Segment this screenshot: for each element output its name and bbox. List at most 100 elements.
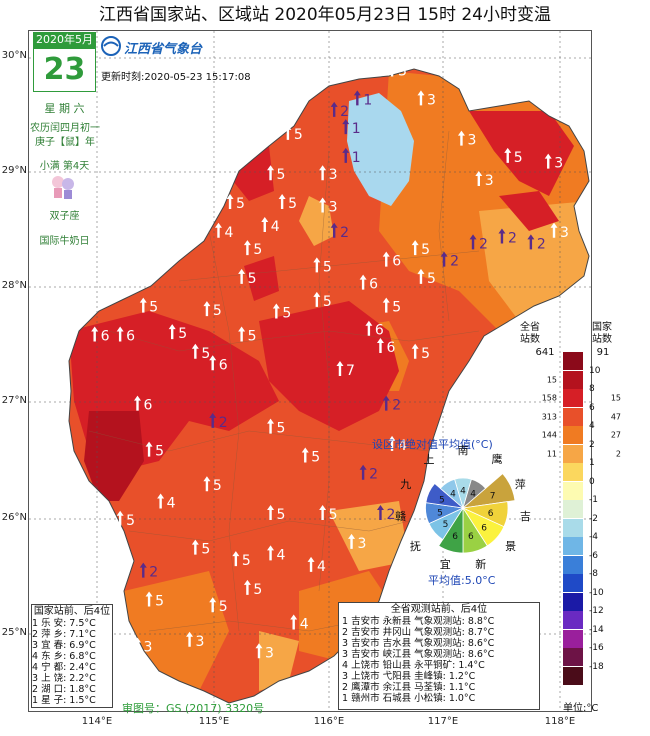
station-value: 5 <box>120 565 129 581</box>
station-marker-67: 5 <box>319 505 338 523</box>
station-value: 6 <box>369 277 378 293</box>
temperature-rise-arrow-icon <box>238 326 246 342</box>
rose-value: 7 <box>490 491 496 501</box>
temperature-rise-arrow-icon <box>267 545 275 561</box>
legend-swatch <box>563 370 583 390</box>
station-value: 5 <box>201 346 210 362</box>
temperature-rise-arrow-icon <box>336 361 344 377</box>
station-value: 4 <box>398 438 407 454</box>
national-table-row: 4 东 乡: 6.8°C <box>32 651 96 662</box>
station-marker-72: 5 <box>145 591 164 609</box>
station-value: 5 <box>277 167 286 183</box>
temperature-rise-arrow-icon <box>110 562 118 578</box>
station-marker-14: 4 <box>214 222 233 241</box>
rose-city-label: 鹰 <box>491 453 503 467</box>
station-marker-50: 7 <box>336 361 355 379</box>
station-value: 3 <box>554 156 563 172</box>
station-marker-74: 5 <box>243 579 262 598</box>
station-marker-3: 6 <box>116 326 135 344</box>
legend-threshold-label: 0 <box>589 476 595 487</box>
temperature-rise-arrow-icon <box>278 194 286 209</box>
station-marker-73: 5 <box>209 597 228 615</box>
station-value: 6 <box>143 398 152 414</box>
station-marker-55: 2 <box>359 464 378 483</box>
temperature-rise-arrow-icon <box>348 533 356 549</box>
national-table-row: 2 萍 乡: 7.1°C <box>32 629 96 640</box>
station-value: 3 <box>427 92 436 108</box>
station-marker-18: 3 <box>319 197 338 215</box>
lat-tick-29: 29°N <box>1 165 27 176</box>
station-value: 5 <box>248 328 257 344</box>
lat-tick-27: 27°N <box>1 395 27 406</box>
calendar-month: 2020年5月 <box>33 32 96 48</box>
station-value: 5 <box>277 421 286 437</box>
station-value: 5 <box>248 271 257 287</box>
station-value: 3 <box>196 634 205 650</box>
rose-title: 设区市绝对值平均值(°C) <box>372 438 493 451</box>
legend-threshold-label: 4 <box>589 421 595 431</box>
temperature-rise-arrow-icon <box>550 222 558 238</box>
legend-national-count: 27 <box>610 430 621 440</box>
station-marker-17: 5 <box>278 194 297 212</box>
temperature-rise-arrow-icon <box>365 320 373 336</box>
station-marker-58: 5 <box>301 447 320 465</box>
temperature-rise-arrow-icon <box>411 343 419 359</box>
legend-national-count: 47 <box>610 412 621 422</box>
legend-threshold-label: -8 <box>589 569 598 579</box>
temperature-rise-arrow-icon <box>417 90 425 106</box>
station-value: 4 <box>224 225 233 241</box>
national-table-row: 3 宜 春: 6.9°C <box>32 640 96 651</box>
temperature-rise-arrow-icon <box>191 539 199 555</box>
station-marker-20: 5 <box>313 257 332 275</box>
station-value: 4 <box>277 547 286 563</box>
calendar-day: 23 <box>33 48 96 92</box>
temperature-rise-arrow-icon <box>469 234 477 250</box>
station-value: 5 <box>178 326 187 342</box>
temperature-rise-arrow-icon <box>157 493 165 509</box>
temperature-rise-arrow-icon <box>168 324 176 340</box>
legend-threshold-label: -14 <box>589 624 604 635</box>
station-marker-43: 2 <box>440 251 459 270</box>
temperature-rise-arrow-icon <box>301 447 309 463</box>
station-value: 5 <box>282 305 291 321</box>
legend-threshold-label: 6 <box>589 402 595 413</box>
station-marker-34: 3 <box>417 90 436 108</box>
temperature-rise-arrow-icon <box>255 643 263 659</box>
station-marker-68: 4 <box>267 545 286 563</box>
station-marker-63: 5 <box>116 510 135 529</box>
lunar-year: 庚子【鼠】年 <box>35 137 95 148</box>
lon-tick-116: 116°E <box>313 716 345 727</box>
temperature-rise-arrow-icon <box>342 147 350 163</box>
station-value: 5 <box>294 127 303 143</box>
rose-value: 5 <box>439 495 445 505</box>
temperature-rise-arrow-icon <box>261 217 269 233</box>
station-marker-21: 5 <box>243 240 262 258</box>
map-approval-number: 审图号：GS (2017) 3320号 <box>122 702 265 715</box>
lon-tick-115: 115°E <box>198 716 230 727</box>
temperature-rise-arrow-icon <box>313 291 321 307</box>
station-value: 3 <box>398 64 407 80</box>
station-marker-24: 5 <box>203 147 222 166</box>
station-marker-8: 5 <box>238 326 257 344</box>
station-marker-38: 3 <box>475 170 494 189</box>
legend-swatch <box>563 648 583 667</box>
temperature-rise-arrow-icon <box>209 412 217 428</box>
station-marker-11: 5 <box>313 291 332 310</box>
rose-city-label: 新 <box>475 557 487 571</box>
station-marker-28: 3 <box>319 165 338 183</box>
rose-value: 6 <box>452 532 458 542</box>
station-marker-59: 5 <box>267 418 286 437</box>
station-value: 5 <box>236 196 245 212</box>
station-marker-9: 5 <box>203 301 222 319</box>
station-marker-42: 2 <box>469 234 488 252</box>
station-marker-66: 5 <box>267 505 285 523</box>
temperature-rise-arrow-icon <box>359 274 367 290</box>
zodiac: 双子座 <box>49 211 80 222</box>
station-value: 3 <box>329 199 338 215</box>
rose-sector <box>461 473 516 509</box>
province-table-row: 3 吉安市 吉水县 气象观测站: 8.6°C <box>342 638 495 649</box>
calendar-lunar: 农历闰四月初一 庚子【鼠】年 <box>30 122 100 150</box>
station-marker-70: 2 <box>139 562 158 581</box>
temperature-rise-arrow-icon <box>243 579 251 595</box>
